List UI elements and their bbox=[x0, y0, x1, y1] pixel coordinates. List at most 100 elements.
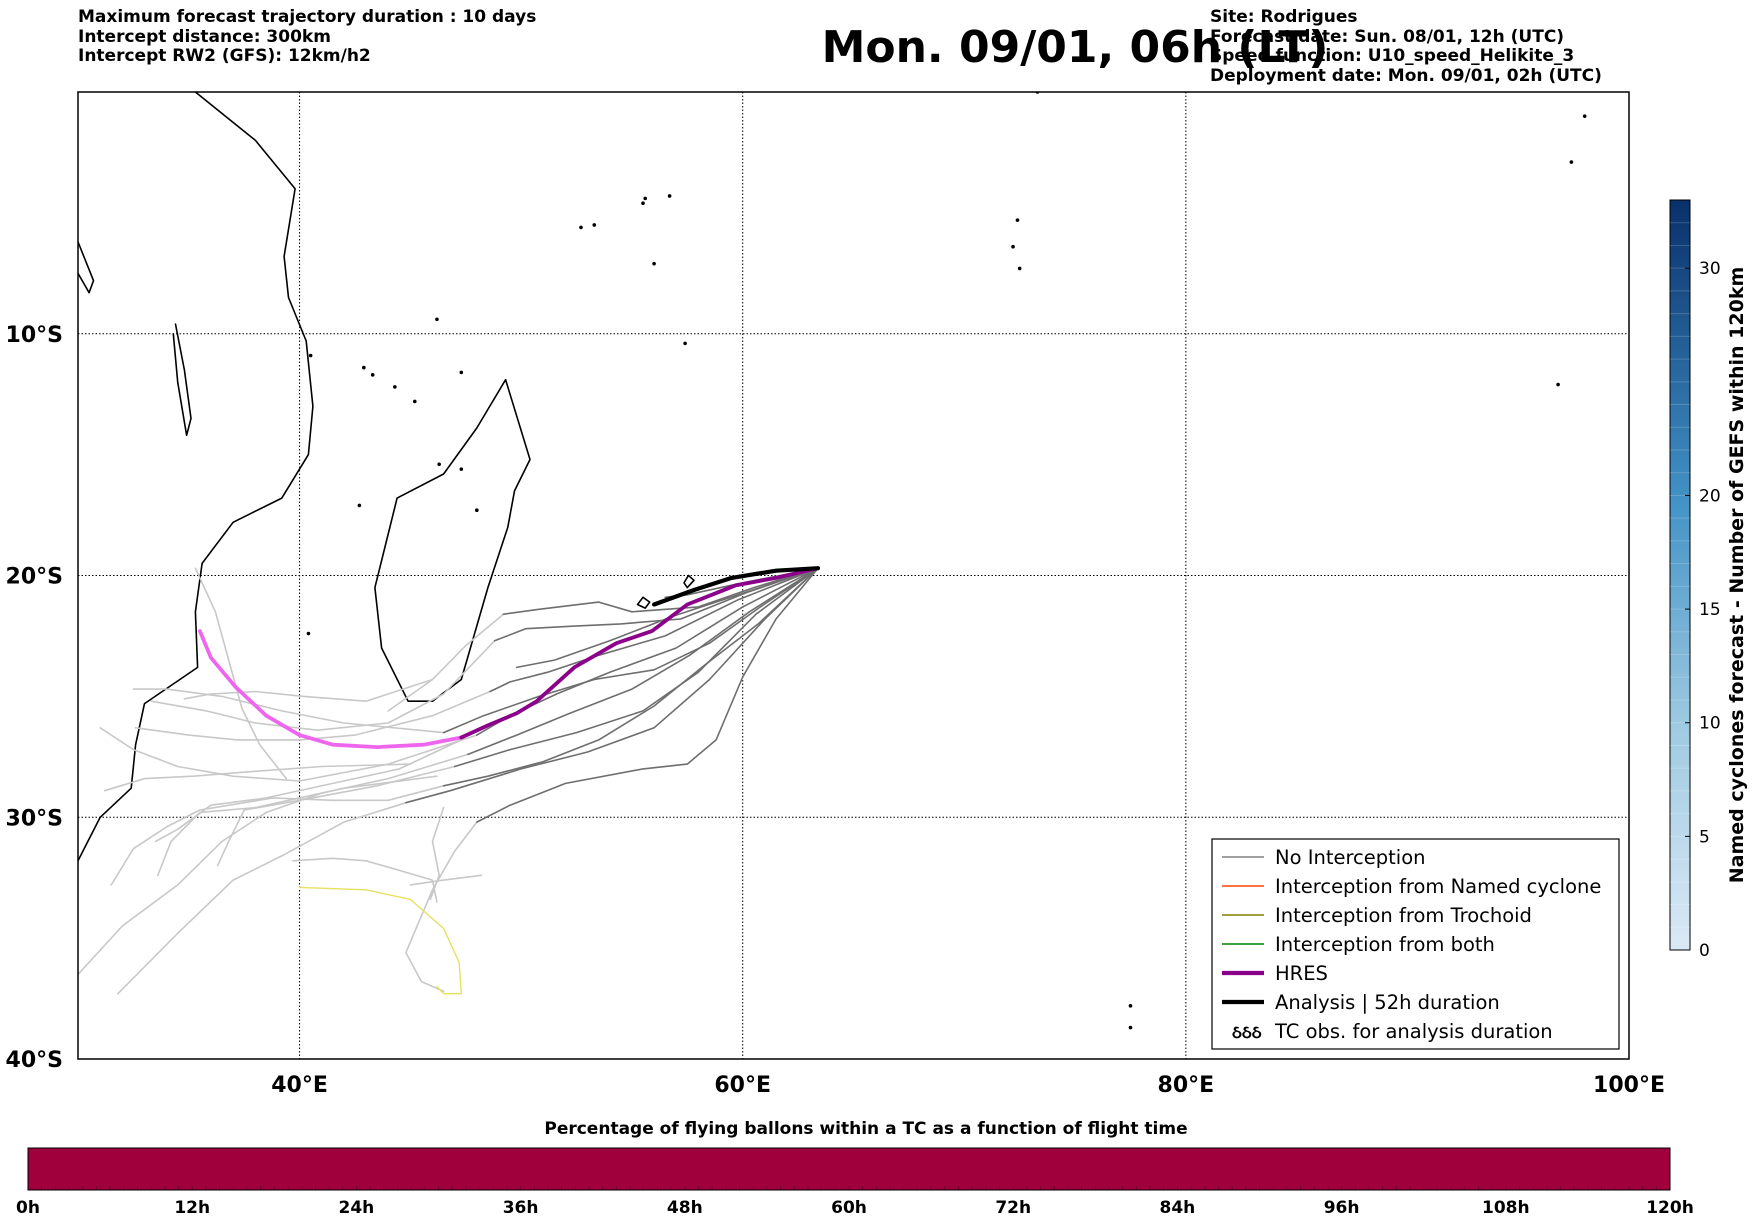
max-duration-text: Maximum forecast trajectory duration : 1… bbox=[78, 7, 537, 27]
islet-marker bbox=[459, 370, 464, 375]
trajectory-line bbox=[134, 690, 491, 741]
trajectory-line bbox=[150, 639, 496, 732]
islet-marker bbox=[1128, 1004, 1133, 1008]
flight-time-tick-label: 12h bbox=[174, 1198, 210, 1218]
axis-tick-labels: 40°E 60°E 80°E 100°E 10°S 20°S 30°S 40°S bbox=[6, 323, 1665, 1098]
flight-time-tick-label: 96h bbox=[1324, 1198, 1360, 1218]
islet-marker bbox=[435, 317, 439, 322]
trajectory-line bbox=[103, 763, 412, 792]
trajectory-line bbox=[154, 739, 463, 843]
coastlines bbox=[78, 92, 1587, 1030]
trajectory-line bbox=[453, 567, 819, 768]
speed-function-text: Speed function: U10_speed_Helikite_3 bbox=[1210, 46, 1575, 66]
tc-percentage-colorbar: Percentage of flying ballons within a TC… bbox=[16, 1119, 1694, 1218]
trajectory-line bbox=[475, 567, 819, 823]
trajectory-line bbox=[110, 784, 445, 886]
flight-time-tick-label: 0h bbox=[16, 1198, 40, 1218]
legend-label: TC obs. for analysis duration bbox=[1274, 1020, 1553, 1043]
colorbar-tick-label: 20 bbox=[1699, 486, 1721, 506]
flight-time-tick-label: 48h bbox=[667, 1198, 703, 1218]
trajectory-line bbox=[183, 678, 434, 703]
legend-label: Interception from Named cyclone bbox=[1275, 875, 1601, 898]
islet-marker bbox=[641, 201, 645, 206]
legend-box bbox=[1211, 838, 1620, 1050]
trajectory-line bbox=[502, 567, 819, 616]
forecast-title: Mon. 09/01, 06h (LT) bbox=[821, 22, 1329, 73]
trajectory-line bbox=[292, 857, 438, 903]
flight-time-tick-label: 36h bbox=[503, 1198, 539, 1218]
flight-time-tick-label: 72h bbox=[995, 1198, 1031, 1218]
coastline-africa bbox=[78, 92, 314, 862]
islet-marker bbox=[1569, 160, 1574, 164]
lat-tick-label: 10°S bbox=[6, 323, 63, 348]
islet-marker bbox=[437, 462, 441, 467]
trajectory-line bbox=[405, 821, 478, 993]
flight-time-tick-label: 108h bbox=[1482, 1198, 1530, 1218]
forecast-settings: Maximum forecast trajectory duration : 1… bbox=[78, 7, 537, 67]
islet-marker bbox=[459, 467, 464, 471]
coastline-lake-malawi bbox=[172, 323, 192, 437]
trajectory-line bbox=[442, 567, 819, 734]
yellow-trajectory-line bbox=[298, 886, 462, 995]
flight-time-tick-label: 24h bbox=[339, 1198, 375, 1218]
site-text: Site: Rodrigues bbox=[1210, 7, 1358, 27]
islet-marker bbox=[592, 223, 597, 227]
islet-marker bbox=[1128, 1025, 1133, 1030]
deployment-date-text: Deployment date: Mon. 09/01, 02h (UTC) bbox=[1210, 65, 1602, 86]
forecast-date-text: Forecast date: Sun. 08/01, 12h (UTC) bbox=[1210, 26, 1565, 47]
islet-marker bbox=[643, 196, 648, 201]
islet-marker bbox=[370, 373, 375, 377]
trajectory-line bbox=[467, 567, 819, 756]
trajectory-line bbox=[157, 775, 438, 877]
map-frame bbox=[77, 91, 1630, 1060]
trajectory-line bbox=[117, 801, 407, 995]
deployment-info: Site: Rodrigues Forecast date: Sun. 08/0… bbox=[1210, 7, 1602, 86]
lon-tick-label: 60°E bbox=[714, 1073, 771, 1098]
islet-marker bbox=[1017, 266, 1022, 271]
trajectory-line bbox=[515, 567, 819, 669]
islet-marker bbox=[1556, 382, 1560, 387]
colorbar-bottom-ticks: 0h 12h 24h 36h 48h 60h 72h 84h 96h 108h 120h bbox=[16, 1186, 1694, 1218]
colorbar-tick-label: 0 bbox=[1699, 941, 1710, 961]
graticule bbox=[78, 92, 1629, 1059]
trajectory-line bbox=[442, 567, 819, 787]
lon-tick-label: 40°E bbox=[271, 1073, 328, 1098]
islet-marker bbox=[1011, 244, 1015, 249]
islet-marker bbox=[579, 225, 583, 230]
colorbar-tick-label: 30 bbox=[1699, 259, 1721, 279]
legend-label: Analysis | 52h duration bbox=[1275, 991, 1500, 1014]
lat-tick-label: 30°S bbox=[6, 806, 63, 831]
tc-obs-legend-symbol: ઠઠઠ bbox=[1232, 1023, 1262, 1043]
trajectory-line bbox=[405, 567, 819, 804]
legend-label: Interception from both bbox=[1275, 933, 1495, 956]
hres-trajectory-late bbox=[197, 629, 464, 749]
lat-tick-label: 40°S bbox=[6, 1048, 63, 1073]
analysis-trajectory bbox=[651, 566, 821, 607]
islet-marker bbox=[412, 399, 417, 404]
colorbar-bottom-bar bbox=[27, 1147, 1671, 1191]
flight-time-tick-label: 60h bbox=[831, 1198, 867, 1218]
intercept-rw2-text: Intercept RW2 (GFS): 12km/h2 bbox=[78, 46, 371, 66]
coastline-lake-tanganyika bbox=[78, 241, 95, 294]
coastline-reunion bbox=[636, 596, 651, 609]
islet-marker bbox=[308, 353, 313, 358]
legend-label: Interception from Trochoid bbox=[1275, 904, 1532, 927]
coastline-madagascar bbox=[374, 378, 531, 703]
flight-time-tick-label: 84h bbox=[1160, 1198, 1196, 1218]
trajectory-line bbox=[216, 765, 456, 867]
highlighted-tracks bbox=[197, 566, 821, 995]
colorbar-right-ticks: 0 5 10 15 20 30 bbox=[1685, 259, 1721, 961]
colorbar-tick-label: 10 bbox=[1699, 714, 1721, 734]
islet-marker bbox=[1015, 218, 1020, 222]
flight-time-tick-label: 120h bbox=[1646, 1198, 1694, 1218]
coastline-mauritius bbox=[683, 574, 695, 589]
trajectory-line bbox=[409, 874, 483, 886]
colorbar-bottom-title: Percentage of flying ballons within a TC… bbox=[544, 1119, 1187, 1139]
trajectory-line bbox=[387, 613, 505, 712]
islet-marker bbox=[357, 503, 362, 508]
trajectories-light bbox=[78, 567, 505, 995]
islet-marker bbox=[683, 341, 687, 346]
islet-marker bbox=[306, 631, 311, 636]
legend-label: HRES bbox=[1275, 962, 1328, 985]
intercept-distance-text: Intercept distance: 300km bbox=[78, 26, 331, 47]
